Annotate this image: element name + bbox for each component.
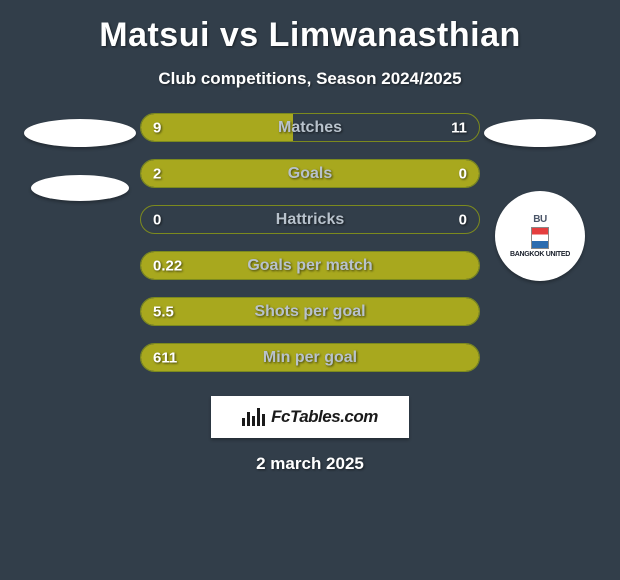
stat-left-value: 0 <box>153 211 161 228</box>
stat-left-value: 0.22 <box>153 257 182 274</box>
stat-right-value: 0 <box>459 211 467 228</box>
stat-label: Shots per goal <box>254 303 365 321</box>
club-badge-name: BANGKOK UNITED <box>510 251 570 258</box>
club-badge-acronym: BU <box>533 214 546 225</box>
stat-label: Hattricks <box>276 211 344 229</box>
stat-row: 0.22 Goals per match <box>140 251 480 280</box>
left-player-col <box>20 113 140 229</box>
bar-fill-left <box>141 114 293 141</box>
comparison-infographic: Matsui vs Limwanasthian Club competition… <box>0 0 620 484</box>
stat-left-value: 9 <box>153 119 161 136</box>
bar-fill-left <box>141 160 405 187</box>
stat-label: Min per goal <box>263 349 357 367</box>
source-logo: FcTables.com <box>211 396 409 438</box>
stat-label: Matches <box>278 119 342 137</box>
stat-left-value: 5.5 <box>153 303 174 320</box>
shield-icon <box>531 227 549 249</box>
stat-row: 0 Hattricks 0 <box>140 205 480 234</box>
stat-left-value: 2 <box>153 165 161 182</box>
footer-date: 2 march 2025 <box>0 454 620 474</box>
stat-row: 5.5 Shots per goal <box>140 297 480 326</box>
stat-row: 611 Min per goal <box>140 343 480 372</box>
stat-left-value: 611 <box>153 349 177 366</box>
right-player-col: BU BANGKOK UNITED <box>480 113 600 281</box>
left-flag-badge <box>24 119 136 147</box>
stat-row: 2 Goals 0 <box>140 159 480 188</box>
stat-row: 9 Matches 11 <box>140 113 480 142</box>
stat-label: Goals per match <box>247 257 372 275</box>
left-club-badge <box>31 175 129 201</box>
page-title: Matsui vs Limwanasthian <box>0 16 620 55</box>
right-club-badge: BU BANGKOK UNITED <box>495 191 585 281</box>
bar-chart-icon <box>242 408 265 426</box>
stat-right-value: 0 <box>459 165 467 182</box>
chart-area: 9 Matches 11 2 Goals 0 0 Hattricks 0 0.22 Goals pe… <box>0 113 620 372</box>
bar-fill-right <box>405 160 479 187</box>
right-flag-badge <box>484 119 596 147</box>
stat-bars: 9 Matches 11 2 Goals 0 0 Hattricks 0 0.22 Goals pe… <box>140 113 480 372</box>
stat-label: Goals <box>288 165 332 183</box>
stat-right-value: 11 <box>451 119 467 136</box>
page-subtitle: Club competitions, Season 2024/2025 <box>0 69 620 89</box>
source-logo-text: FcTables.com <box>271 407 378 427</box>
